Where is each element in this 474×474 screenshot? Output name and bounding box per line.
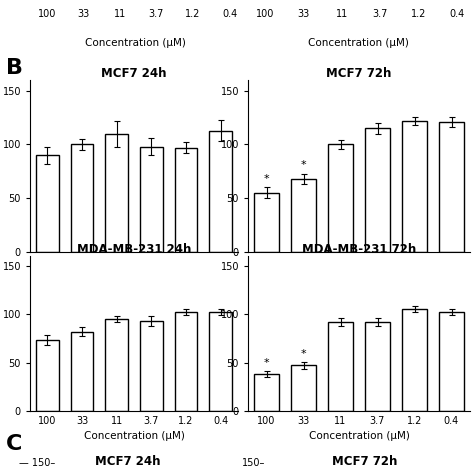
Text: Concentration (μM): Concentration (μM) xyxy=(84,38,185,48)
Bar xyxy=(210,312,232,411)
Bar xyxy=(71,145,93,252)
Text: *: * xyxy=(264,174,269,184)
Bar xyxy=(292,179,316,252)
Bar xyxy=(439,122,464,252)
Title: MCF7 24h: MCF7 24h xyxy=(101,67,167,80)
Text: B: B xyxy=(6,58,23,78)
Bar xyxy=(328,145,353,252)
Text: 100: 100 xyxy=(37,9,56,19)
Text: 0.4: 0.4 xyxy=(449,9,465,19)
Bar xyxy=(292,365,316,411)
Text: 1.2: 1.2 xyxy=(185,9,201,19)
Text: *: * xyxy=(301,160,306,170)
Text: *: * xyxy=(264,358,269,368)
Title: MCF7 72h: MCF7 72h xyxy=(326,67,392,80)
Text: 11: 11 xyxy=(336,9,348,19)
Bar xyxy=(105,134,128,252)
Bar xyxy=(175,148,197,252)
Bar xyxy=(71,331,93,411)
Bar xyxy=(439,312,464,411)
Text: — 150–: — 150– xyxy=(19,458,55,468)
Text: 3.7: 3.7 xyxy=(149,9,164,19)
Bar xyxy=(402,309,427,411)
Text: MCF7 72h: MCF7 72h xyxy=(332,456,398,468)
Bar xyxy=(365,322,390,411)
Text: C: C xyxy=(6,435,22,455)
Text: 11: 11 xyxy=(114,9,126,19)
Bar xyxy=(328,322,353,411)
Text: MCF7 24h: MCF7 24h xyxy=(95,456,161,468)
Text: 0.4: 0.4 xyxy=(222,9,237,19)
Bar xyxy=(175,312,197,411)
Text: 33: 33 xyxy=(298,9,310,19)
X-axis label: Concentration (μM): Concentration (μM) xyxy=(309,431,410,441)
Bar xyxy=(210,130,232,252)
Title: MDA-MB-231 72h: MDA-MB-231 72h xyxy=(302,243,416,256)
Bar xyxy=(36,155,59,252)
Text: 150–: 150– xyxy=(242,458,265,468)
Text: Concentration (μM): Concentration (μM) xyxy=(308,38,409,48)
X-axis label: Concentration (μM): Concentration (μM) xyxy=(83,431,184,441)
Title: MDA-MB-231 24h: MDA-MB-231 24h xyxy=(77,243,191,256)
Bar xyxy=(36,340,59,411)
Bar xyxy=(255,374,279,411)
Text: *: * xyxy=(301,349,306,359)
Text: 1.2: 1.2 xyxy=(411,9,427,19)
Bar xyxy=(140,146,163,252)
Bar xyxy=(402,121,427,252)
Bar xyxy=(255,193,279,252)
Text: 100: 100 xyxy=(256,9,275,19)
Bar xyxy=(105,319,128,411)
Text: 33: 33 xyxy=(77,9,90,19)
Bar xyxy=(140,321,163,411)
Bar xyxy=(365,128,390,252)
Text: 3.7: 3.7 xyxy=(373,9,388,19)
